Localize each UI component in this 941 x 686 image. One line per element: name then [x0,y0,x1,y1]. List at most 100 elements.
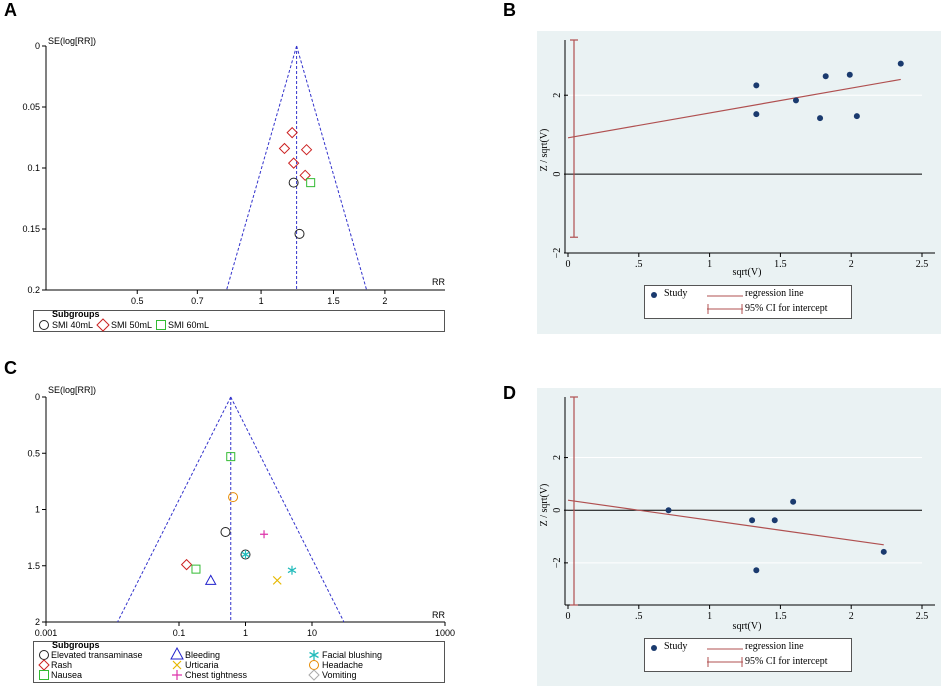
x-tick-label: 1.5 [774,259,787,270]
square-icon [39,670,49,680]
study-point [753,82,760,89]
x-tick-label: 0.001 [35,628,58,638]
x-axis-label: RR [432,610,445,620]
data-point [278,142,291,155]
legend-title: Subgroups [52,640,100,650]
x-tick-label: 0.5 [131,296,144,306]
legend-c: Subgroups Elevated transaminase Bleeding… [33,640,445,683]
data-point [288,177,299,188]
data-point [220,527,231,537]
legend-item: SMI 40mL [52,320,94,330]
x-tick-label: 0 [566,259,571,270]
plus-icon [172,670,182,680]
y-tick-label: 1 [35,505,40,515]
x-axis-label: sqrt(V) [733,621,762,632]
study-point [753,111,760,118]
x-axis-label: sqrt(V) [733,267,762,278]
x-tick-label: 0.1 [173,628,186,638]
data-point [228,492,239,503]
y-tick-label: 2 [35,617,40,627]
y-tick-label: 2 [552,455,563,460]
study-point [753,567,760,574]
study-dot-icon [651,292,657,298]
panel-d-letter: D [503,383,516,403]
study-point [817,115,824,122]
funnel-right-line [296,45,368,291]
legend-item: Study [664,641,688,652]
panel-b-background [537,31,941,334]
legend-item: Nausea [51,670,83,680]
y-tick-label: 0.5 [27,448,40,458]
legend-item: Study [664,288,688,299]
regression-line-icon [707,295,743,297]
y-tick-label: 0.15 [22,224,40,234]
x-tick-label: .5 [635,259,643,270]
regression-line-icon [707,648,743,650]
x-tick-label: .5 [635,611,643,622]
study-point [853,113,860,120]
y-tick-label: 0 [35,41,40,51]
study-point [846,71,853,78]
circle-icon [39,320,49,330]
funnel-left-line [117,396,232,623]
funnel-plot-a: SE(log[RR]) RR 0 0.05 0.1 0.15 0.2 0.5 0.7 1 1.… [22,36,445,306]
x-tick-label: 1 [707,611,712,622]
y-tick-label: 0.2 [27,285,40,295]
legend-b: Study regression line 95% CI for interce… [644,285,852,319]
legend-item: Urticaria [185,660,219,670]
square-icon [156,320,166,330]
x-axis-label: RR [432,277,445,287]
data-point [287,565,297,575]
study-point [880,548,887,555]
legend-a: Subgroups SMI 40mL SMI 50mL SMI 60mL [33,309,445,332]
legend-item: Chest tightness [185,670,248,680]
data-point [272,575,282,585]
data-point [226,452,236,462]
y-tick-label: 0.05 [22,102,40,112]
data-point [260,530,269,539]
x-tick-label: 1000 [435,628,455,638]
x-tick-label: 2 [849,611,854,622]
legend-item: Rash [51,660,73,670]
x-tick-label: 1.5 [774,611,787,622]
study-point [897,60,904,67]
asterisk-icon [309,650,319,660]
y-axis-label: Z / sqrt(V) [539,129,550,172]
x-tick-label: 10 [307,628,317,638]
y-tick-label: −2 [552,248,563,259]
panel-d-background [537,388,941,686]
data-point [294,228,305,239]
data-point [300,143,313,156]
panel-b-letter: B [503,0,516,20]
legend-item: Facial blushing [322,650,383,660]
ci-bar-icon [707,304,743,314]
y-tick-label: 0 [552,508,563,513]
data-point [204,574,217,585]
legend-item: Bleeding [185,650,221,660]
legend-item: 95% CI for intercept [745,303,828,314]
funnel-left-line [226,45,298,291]
x-tick-label: 1.5 [327,296,340,306]
ci-bar-icon [707,657,743,667]
y-axis-label: SE(log[RR]) [48,36,96,46]
legend-item: SMI 60mL [168,320,210,330]
y-axis-label: Z / sqrt(V) [539,484,550,527]
x-icon [172,660,182,670]
legend-item: 95% CI for intercept [745,656,828,667]
x-tick-label: 1 [243,628,248,638]
y-tick-label: 0 [552,172,563,177]
study-point [665,507,672,514]
study-dot-icon [651,645,657,651]
study-point [790,498,797,505]
y-tick-label: 0 [35,392,40,402]
data-point [287,157,300,169]
study-point [822,73,829,80]
data-point [306,178,316,188]
legend-d: Study regression line 95% CI for interce… [644,638,852,672]
regression-line [567,499,884,546]
panel-a-letter: A [4,0,17,20]
y-tick-label: 2 [552,93,563,98]
x-tick-label: 2 [382,296,387,306]
y-tick-label: 1.5 [27,561,40,571]
